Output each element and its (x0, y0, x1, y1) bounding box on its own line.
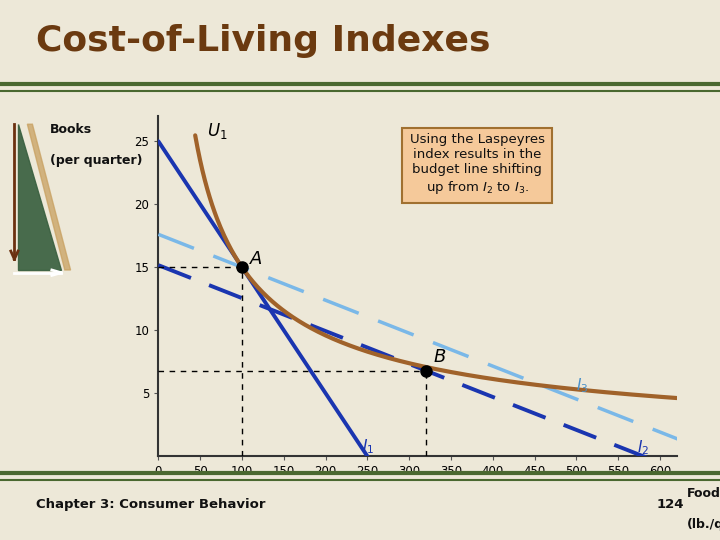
Text: $I_2$: $I_2$ (636, 438, 649, 457)
Text: Food: Food (687, 487, 720, 500)
Text: Chapter 3: Consumer Behavior: Chapter 3: Consumer Behavior (36, 498, 266, 511)
Text: $U_1$: $U_1$ (207, 122, 228, 141)
Text: $B$: $B$ (433, 348, 446, 366)
Text: Using the Laspeyres
index results in the
budget line shifting
up from $I_2$ to $: Using the Laspeyres index results in the… (410, 133, 545, 195)
Text: 124: 124 (657, 498, 684, 511)
Text: Books: Books (50, 123, 91, 136)
Text: $A$: $A$ (248, 249, 263, 267)
Text: Cost-of-Living Indexes: Cost-of-Living Indexes (36, 24, 490, 58)
Text: (lb./quarter): (lb./quarter) (687, 517, 720, 530)
Text: $I_3$: $I_3$ (577, 377, 589, 395)
Text: (per quarter): (per quarter) (50, 153, 142, 166)
Text: $I_1$: $I_1$ (362, 437, 374, 456)
